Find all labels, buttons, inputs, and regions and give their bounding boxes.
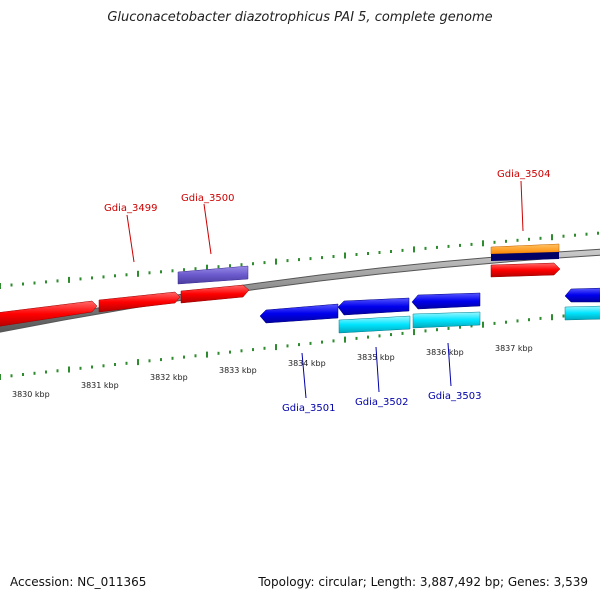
forward-strand-features [177, 243, 560, 285]
inner-tick-track [0, 310, 599, 380]
gene-label[interactable]: Gdia_3502 [355, 397, 408, 408]
tick-label: 3831 kbp [81, 381, 119, 390]
feature-bar-navy[interactable] [491, 252, 559, 261]
tick-label: 3833 kbp [219, 366, 257, 375]
tick-label: 3834 kbp [288, 359, 326, 368]
gene-label[interactable]: Gdia_3501 [282, 403, 335, 414]
tick-label: 3836 kbp [426, 348, 464, 357]
gene-arrow-forward[interactable] [180, 284, 250, 304]
tick-label: 3835 kbp [357, 353, 395, 362]
forward-strand-genes [0, 262, 561, 327]
gene-label-leaders [126, 180, 524, 399]
feature-bar-cyan[interactable] [338, 315, 411, 334]
gene-arrow-forward[interactable] [0, 300, 98, 327]
accession-text: Accession: NC_011365 [10, 575, 147, 589]
gene-arrow-forward[interactable] [98, 291, 181, 313]
feature-bar-cyan[interactable] [564, 305, 600, 321]
gene-arrow-forward[interactable] [490, 262, 561, 278]
genome-summary-text: Topology: circular; Length: 3,887,492 bp… [258, 575, 588, 589]
gene-label[interactable]: Gdia_3504 [497, 169, 550, 180]
gene-label[interactable]: Gdia_3500 [181, 193, 234, 204]
tick-label: 3830 kbp [12, 390, 50, 399]
gene-arrow-reverse[interactable] [337, 297, 410, 316]
gene-arrow-reverse[interactable] [259, 303, 339, 324]
gene-arrow-reverse[interactable] [564, 287, 600, 303]
genome-title: Gluconacetobacter diazotrophicus PAI 5, … [107, 10, 493, 25]
gene-label[interactable]: Gdia_3503 [428, 391, 481, 402]
gene-arrow-reverse[interactable] [411, 292, 481, 310]
feature-bar-cyan[interactable] [412, 311, 481, 329]
reverse-strand-genes [259, 287, 600, 324]
reverse-strand-features [338, 305, 600, 334]
gene-label[interactable]: Gdia_3499 [104, 203, 157, 214]
position-labels: 3830 kbp 3831 kbp 3832 kbp 3833 kbp 3834… [12, 344, 533, 399]
outer-tick-track [0, 231, 599, 289]
gene-labels: Gdia_3499 Gdia_3500 Gdia_3504 Gdia_3501 … [104, 169, 550, 414]
tick-label: 3837 kbp [495, 344, 533, 353]
feature-bar-purple[interactable] [177, 265, 249, 285]
tick-label: 3832 kbp [150, 373, 188, 382]
